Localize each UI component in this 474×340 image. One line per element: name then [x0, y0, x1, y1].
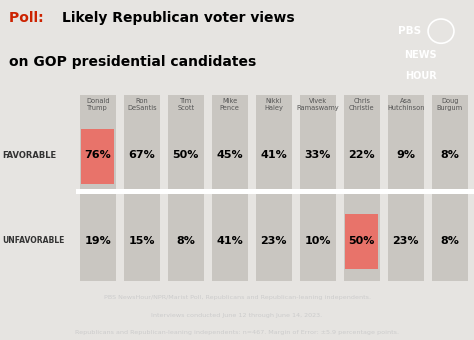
Text: UNFAVORABLE: UNFAVORABLE [2, 236, 65, 245]
Text: 50%: 50% [348, 236, 375, 246]
Text: 10%: 10% [304, 236, 331, 246]
Bar [212, 95, 248, 280]
Text: Interviews conducted June 12 through June 14, 2023.: Interviews conducted June 12 through Jun… [151, 312, 323, 318]
Text: Poll:: Poll: [9, 12, 54, 26]
Bar [388, 95, 424, 280]
Text: 22%: 22% [348, 150, 375, 160]
Bar [76, 189, 474, 194]
Text: Tim
Scott: Tim Scott [177, 98, 194, 111]
Text: 76%: 76% [84, 150, 111, 160]
Text: FAVORABLE: FAVORABLE [2, 151, 56, 160]
Bar [344, 95, 380, 280]
Text: Nikki
Haley: Nikki Haley [264, 98, 283, 111]
Text: 41%: 41% [260, 150, 287, 160]
Bar [168, 95, 204, 280]
Text: 23%: 23% [392, 236, 419, 246]
Text: Likely Republican voter views: Likely Republican voter views [62, 12, 294, 26]
Text: Donald
Trump: Donald Trump [86, 98, 109, 111]
Text: Mike
Pence: Mike Pence [220, 98, 240, 111]
Bar [80, 95, 116, 280]
Text: Republicans and Republican-leaning independents: n=467. Margin of Error: ±5.9 pe: Republicans and Republican-leaning indep… [75, 330, 399, 335]
Bar [300, 95, 336, 280]
Text: 9%: 9% [396, 150, 415, 160]
Text: 45%: 45% [217, 150, 243, 160]
Text: on GOP presidential candidates: on GOP presidential candidates [9, 55, 257, 69]
Text: 8%: 8% [440, 150, 459, 160]
Bar [345, 214, 378, 269]
Bar [432, 95, 468, 280]
Text: Asa
Hutchinson: Asa Hutchinson [387, 98, 424, 111]
Bar [255, 95, 292, 280]
Text: PBS: PBS [398, 26, 421, 36]
Text: NEWS: NEWS [404, 50, 437, 61]
Text: 33%: 33% [304, 150, 331, 160]
Text: Vivek
Ramaswamy: Vivek Ramaswamy [296, 98, 339, 111]
Text: 41%: 41% [217, 236, 243, 246]
Text: 67%: 67% [128, 150, 155, 160]
Text: 23%: 23% [261, 236, 287, 246]
Bar [81, 129, 114, 184]
Text: HOUR: HOUR [405, 71, 437, 81]
Text: 50%: 50% [173, 150, 199, 160]
Text: 19%: 19% [84, 236, 111, 246]
Bar [124, 95, 160, 280]
Text: Ron
DeSantis: Ron DeSantis [127, 98, 156, 111]
Text: 15%: 15% [128, 236, 155, 246]
Text: 8%: 8% [176, 236, 195, 246]
Text: PBS NewsHour/NPR/Marist Poll, Republicans and Republican-leaning independents.: PBS NewsHour/NPR/Marist Poll, Republican… [103, 295, 371, 300]
Text: Doug
Burgum: Doug Burgum [437, 98, 463, 111]
Text: Chris
Christie: Chris Christie [349, 98, 374, 111]
Text: 8%: 8% [440, 236, 459, 246]
